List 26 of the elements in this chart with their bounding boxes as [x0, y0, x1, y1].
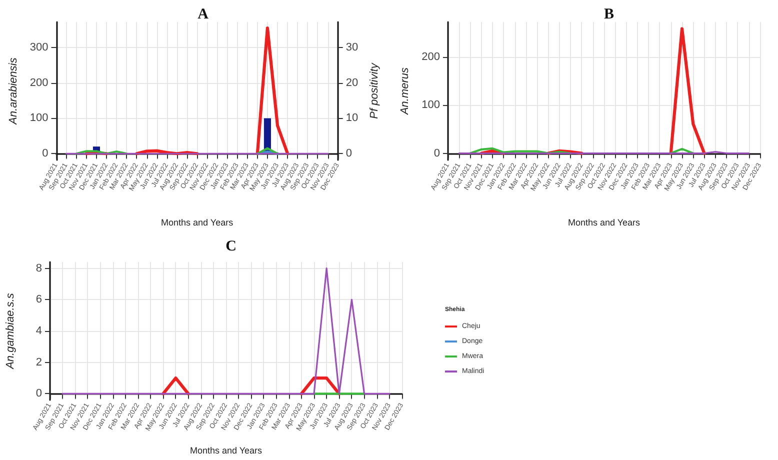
y-tick-label: 6	[36, 294, 42, 306]
chart-title: B	[604, 6, 614, 22]
y-tick-label: 0	[42, 148, 48, 160]
y-tick-label: 300	[30, 41, 48, 54]
y-tick-label: 100	[30, 112, 48, 124]
y-tick-label: 100	[422, 99, 440, 112]
y-axis-title: An.gambiae.s.s	[4, 292, 16, 370]
y2-tick-label: 0	[346, 148, 352, 160]
x-axis-title: Months and Years	[568, 218, 641, 228]
y2-tick-label: 20	[346, 76, 358, 89]
y-tick-label: 4	[36, 325, 42, 337]
y-tick-label: 200	[422, 51, 440, 64]
y2-tick-label: 10	[346, 112, 358, 124]
chart-title: A	[198, 6, 209, 22]
y2-tick-label: 30	[346, 41, 358, 54]
x-axis-title: Months and Years	[161, 218, 234, 228]
y2-axis-title: Pf positivity	[368, 62, 380, 119]
y-tick-label: 200	[30, 76, 48, 89]
y-tick-label: 0	[434, 147, 440, 160]
y-axis-title: An.merus	[399, 66, 412, 116]
x-axis-title: Months and Years	[190, 446, 263, 456]
y-tick-label: 8	[36, 262, 42, 274]
chart-title: C	[226, 238, 236, 254]
y-axis-title: An.arabiensis	[8, 57, 20, 126]
y-tick-label: 2	[36, 356, 42, 368]
y-tick-label: 0	[36, 388, 42, 400]
